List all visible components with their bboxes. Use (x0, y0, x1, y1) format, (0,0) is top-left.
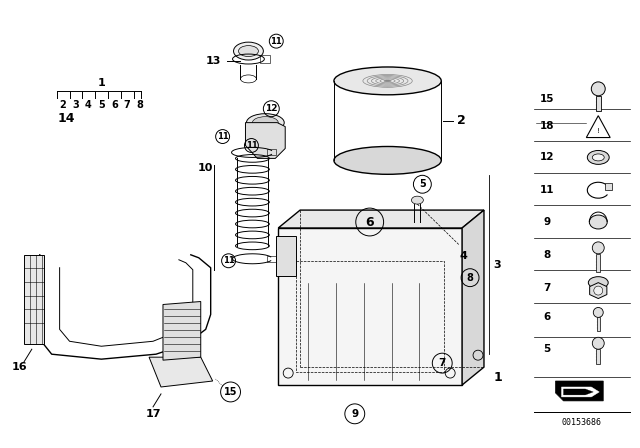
Text: 10: 10 (198, 164, 213, 173)
Polygon shape (163, 302, 201, 360)
Text: 11: 11 (223, 256, 234, 265)
Polygon shape (149, 357, 212, 387)
Ellipse shape (246, 114, 284, 132)
Circle shape (592, 337, 604, 349)
Ellipse shape (592, 154, 604, 161)
Text: 11: 11 (246, 141, 257, 150)
Circle shape (592, 242, 604, 254)
Text: 15: 15 (540, 94, 554, 104)
Polygon shape (589, 283, 607, 298)
Polygon shape (462, 210, 484, 385)
Text: 16: 16 (12, 362, 28, 372)
Polygon shape (556, 381, 604, 401)
Text: 17: 17 (145, 409, 161, 419)
Circle shape (591, 82, 605, 96)
Text: 5: 5 (419, 179, 426, 189)
Text: 2: 2 (60, 100, 66, 110)
Text: 6: 6 (365, 215, 374, 228)
Text: 7: 7 (438, 358, 446, 368)
Ellipse shape (412, 196, 423, 204)
Text: 15: 15 (224, 387, 237, 397)
Bar (605, 183, 612, 190)
Text: 9: 9 (351, 409, 358, 419)
Text: 8: 8 (137, 100, 143, 110)
Ellipse shape (334, 67, 441, 95)
Text: 7: 7 (543, 283, 550, 293)
Polygon shape (561, 387, 599, 397)
Bar (596, 96, 601, 111)
Text: 5: 5 (543, 344, 550, 354)
Ellipse shape (588, 277, 608, 289)
Text: 7: 7 (124, 100, 131, 110)
Bar (278, 228, 462, 385)
Ellipse shape (252, 116, 278, 129)
Polygon shape (563, 389, 593, 395)
Text: 6: 6 (543, 312, 550, 323)
Text: 1: 1 (493, 370, 502, 383)
Text: 14: 14 (58, 112, 76, 125)
Bar (596, 254, 600, 271)
Bar (276, 236, 296, 276)
Text: 8: 8 (467, 273, 474, 283)
Polygon shape (246, 123, 285, 159)
Bar (24, 255, 44, 344)
Polygon shape (557, 383, 601, 399)
Ellipse shape (589, 215, 607, 229)
Ellipse shape (588, 151, 609, 164)
Bar (268, 150, 276, 155)
Text: 12: 12 (540, 152, 554, 163)
Text: 3: 3 (72, 100, 79, 110)
Ellipse shape (234, 42, 263, 60)
Bar (296, 261, 444, 372)
Text: 2: 2 (457, 114, 465, 127)
Text: 5: 5 (98, 100, 105, 110)
Text: 18: 18 (540, 121, 554, 131)
Ellipse shape (384, 80, 391, 82)
Text: 8: 8 (543, 250, 550, 260)
Text: 11: 11 (540, 185, 554, 195)
Text: 1: 1 (97, 78, 105, 88)
Circle shape (594, 286, 603, 295)
Bar (268, 256, 276, 262)
Text: 00153686: 00153686 (561, 418, 602, 427)
Text: 6: 6 (111, 100, 118, 110)
Circle shape (593, 307, 604, 318)
Text: 12: 12 (265, 104, 278, 113)
Text: 3: 3 (493, 260, 500, 270)
Bar (596, 349, 600, 364)
Text: 4: 4 (85, 100, 92, 110)
Text: !: ! (597, 128, 600, 134)
Text: 11: 11 (217, 132, 228, 141)
Text: 9: 9 (543, 217, 550, 227)
Text: 11: 11 (270, 37, 282, 46)
Ellipse shape (334, 146, 441, 174)
Text: 13: 13 (206, 56, 221, 66)
Bar (596, 318, 600, 332)
Ellipse shape (239, 46, 259, 56)
Bar (260, 55, 270, 63)
Polygon shape (278, 210, 484, 228)
Text: 4: 4 (459, 251, 467, 261)
